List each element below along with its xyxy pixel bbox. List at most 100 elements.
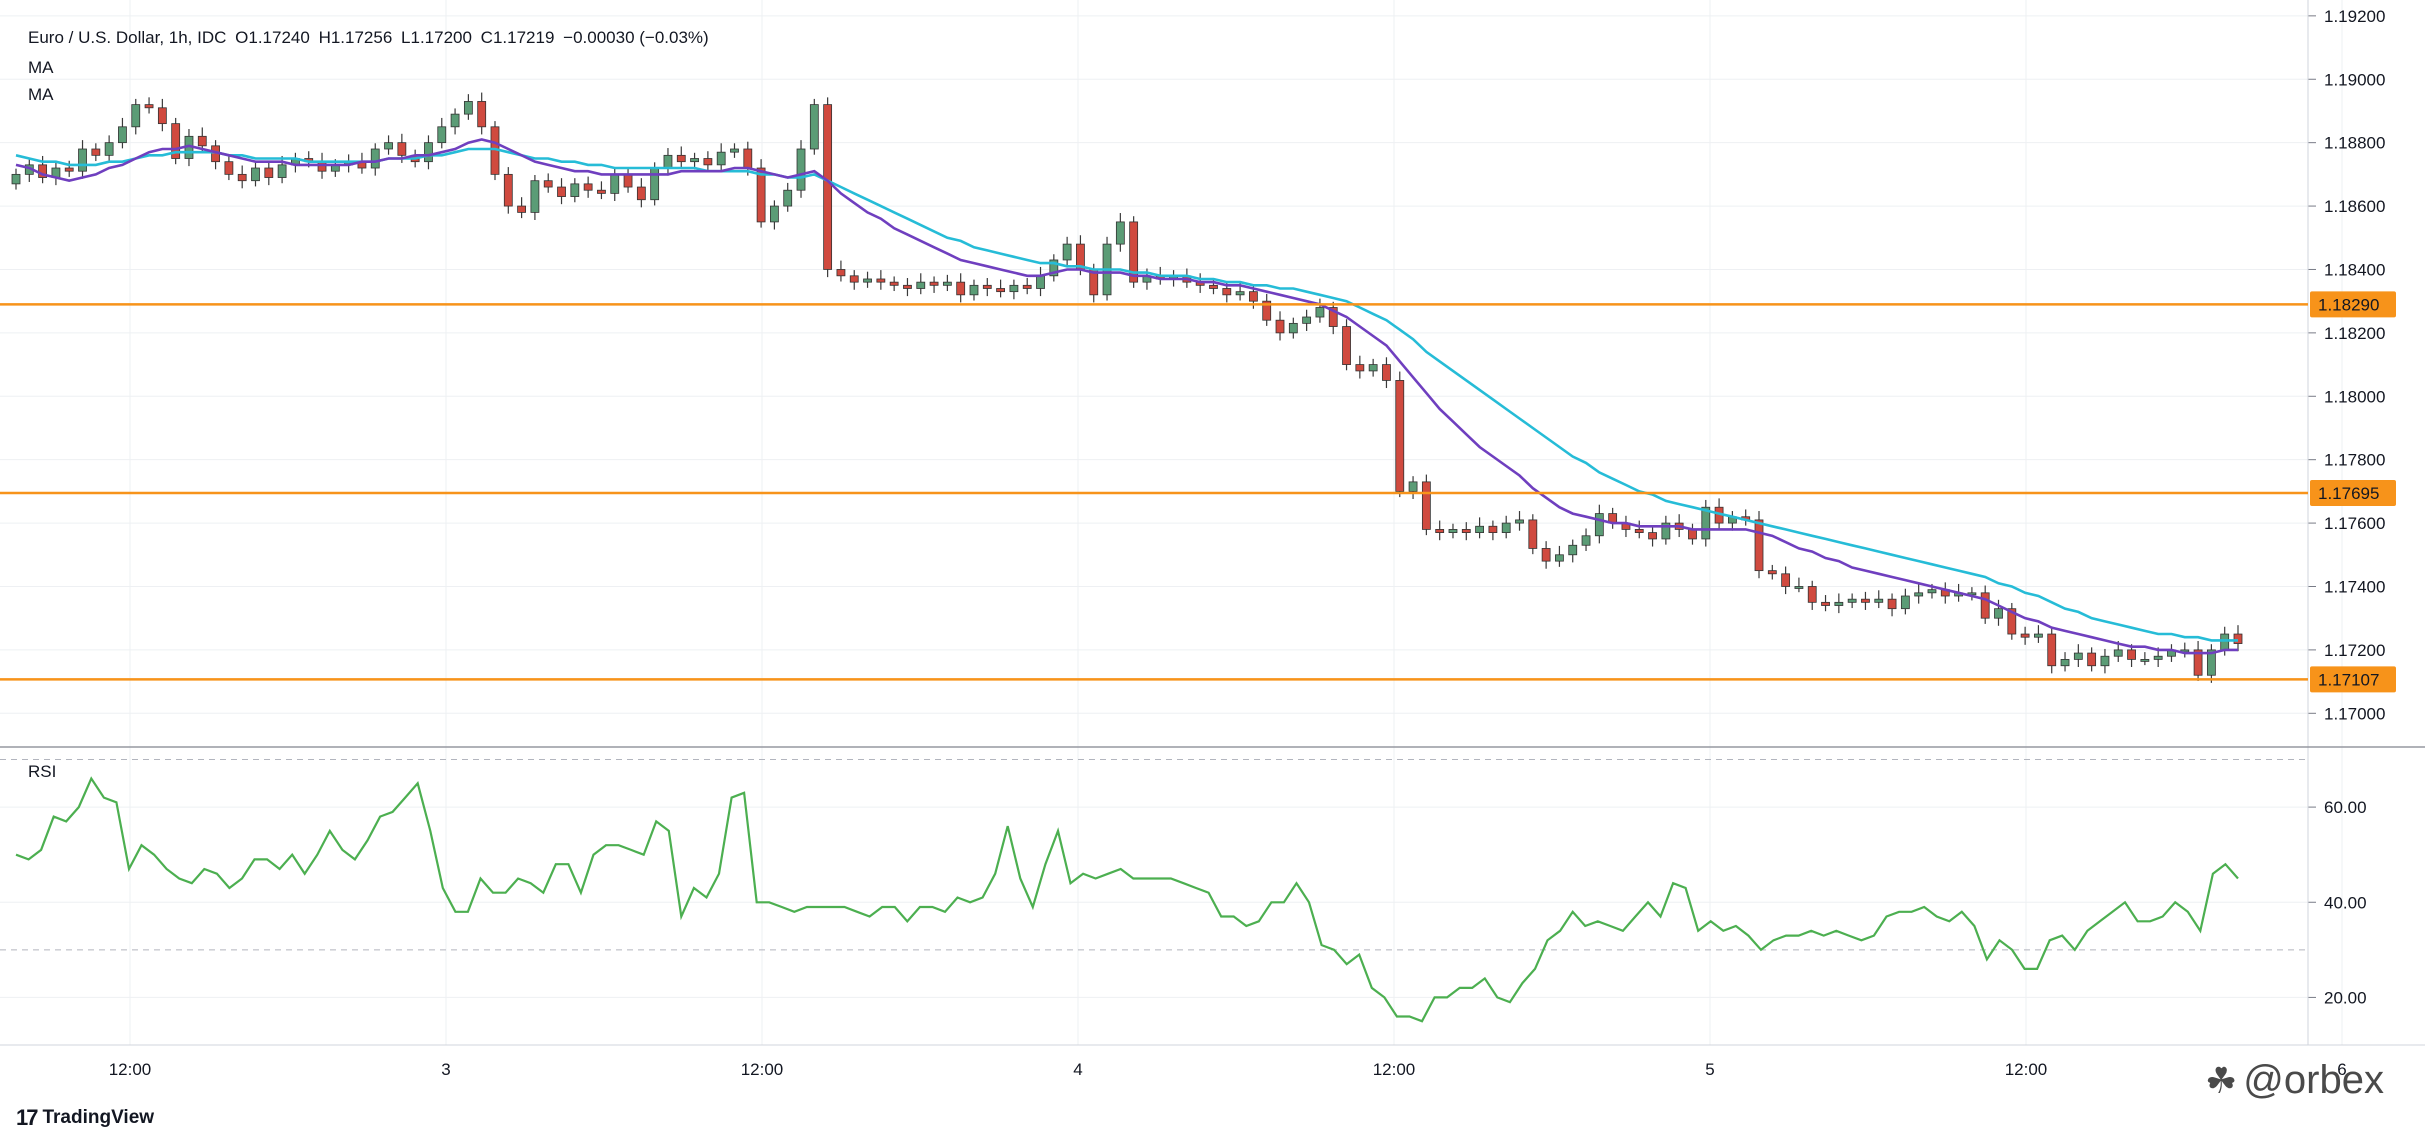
candle-down xyxy=(1688,529,1697,540)
symbol-name[interactable]: Euro / U.S. Dollar, 1h, IDC xyxy=(28,28,227,47)
candle-up xyxy=(1994,608,2003,619)
candle-up xyxy=(1036,275,1045,289)
y-tick-label: 1.18200 xyxy=(2324,324,2385,343)
candle-down xyxy=(64,167,74,172)
change-value: −0.00030 (−0.03%) xyxy=(563,28,709,47)
low-value: L1.17200 xyxy=(401,28,472,47)
candle-up xyxy=(690,158,699,163)
close-value: C1.17219 xyxy=(480,28,555,47)
candle-up xyxy=(1914,592,1924,597)
ma2-legend[interactable]: MA xyxy=(28,85,54,104)
rsi-legend[interactable]: RSI xyxy=(28,762,57,781)
tradingview-logo[interactable]: 17 TradingView xyxy=(16,1105,154,1131)
candle-up xyxy=(118,126,127,144)
candle-up xyxy=(384,142,393,150)
y-tick-label: 1.17800 xyxy=(2324,451,2385,470)
candle-down xyxy=(1781,573,1791,587)
candle-up xyxy=(2153,655,2163,660)
x-tick-label: 12:00 xyxy=(1373,1060,1416,1079)
y-tick-label: 1.18000 xyxy=(2324,387,2385,406)
candle-down xyxy=(224,161,234,175)
y-tick-label: 1.17600 xyxy=(2324,514,2385,533)
candle-down xyxy=(1435,529,1445,533)
candle-down xyxy=(1887,598,1897,610)
candle-up xyxy=(1062,243,1072,261)
candle-up xyxy=(104,142,114,156)
y-tick-label: 1.19200 xyxy=(2324,7,2385,26)
candle-down xyxy=(1382,364,1391,381)
candle-down xyxy=(676,154,686,163)
x-tick-label: 5 xyxy=(1705,1060,1714,1079)
candle-up xyxy=(663,154,673,169)
candle-up xyxy=(1581,535,1591,546)
candle-down xyxy=(1328,307,1338,327)
candle-down xyxy=(2047,633,2057,667)
y-tick-label: 1.17200 xyxy=(2324,641,2385,660)
candle-up xyxy=(716,151,726,166)
candle-down xyxy=(982,284,992,289)
candle-up xyxy=(1501,522,1511,533)
x-tick-label: 6 xyxy=(2337,1060,2346,1079)
candle-down xyxy=(477,101,487,128)
orbex-logo-icon: ☘ xyxy=(2205,1059,2238,1101)
candle-up xyxy=(1794,586,1804,589)
candle-down xyxy=(517,205,527,213)
level-price-tag xyxy=(2310,666,2396,693)
level-price-label: 1.17695 xyxy=(2318,484,2379,503)
candle-up xyxy=(437,126,447,144)
candle-down xyxy=(1421,481,1431,530)
candle-up xyxy=(809,104,819,150)
candle-down xyxy=(2020,633,2030,638)
candle-up xyxy=(1568,544,1578,556)
y-tick-label: 1.17400 xyxy=(2324,577,2385,596)
candle-down xyxy=(1355,364,1365,372)
candle-down xyxy=(2007,608,2017,635)
high-value: H1.17256 xyxy=(318,28,393,47)
candle-down xyxy=(237,173,247,182)
y-tick-label: 1.18400 xyxy=(2324,260,2385,279)
candle-up xyxy=(2206,649,2216,676)
candle-down xyxy=(503,173,513,207)
candle-up xyxy=(1368,364,1378,372)
candle-up xyxy=(2034,633,2043,638)
candle-down xyxy=(1980,592,1990,619)
x-tick-label: 12:00 xyxy=(2005,1060,2048,1079)
candle-up xyxy=(2140,659,2150,662)
ma1-legend[interactable]: MA xyxy=(28,58,54,77)
candle-up xyxy=(1900,595,1910,610)
y-tick-label: 1.18600 xyxy=(2324,197,2385,216)
open-value: O1.17240 xyxy=(235,28,310,47)
candle-down xyxy=(543,180,553,188)
candle-down xyxy=(903,284,912,289)
candle-up xyxy=(1834,601,1844,606)
candle-up xyxy=(650,167,660,201)
candle-down xyxy=(823,104,833,270)
candle-down xyxy=(1275,319,1285,334)
candle-down xyxy=(397,142,407,156)
candle-down xyxy=(144,104,154,109)
candle-down xyxy=(703,158,713,166)
candle-up xyxy=(1555,554,1564,562)
candle-down xyxy=(929,281,939,286)
ma-slow-line xyxy=(15,147,2238,642)
candle-up xyxy=(1594,513,1604,537)
y-tick-label: 1.17000 xyxy=(2324,704,2385,723)
candle-up xyxy=(1115,221,1125,245)
candle-up xyxy=(783,189,793,207)
candle-up xyxy=(1475,525,1484,533)
y-tick-label: 1.19000 xyxy=(2324,70,2385,89)
candle-down xyxy=(1209,284,1218,289)
y-tick-label: 1.18800 xyxy=(2324,134,2385,153)
candle-up xyxy=(1701,506,1711,540)
x-tick-label: 12:00 xyxy=(741,1060,784,1079)
rsi-line xyxy=(15,776,2239,1023)
candle-down xyxy=(197,135,207,147)
x-tick-label: 4 xyxy=(1073,1060,1082,1079)
candle-up xyxy=(131,104,141,128)
candle-down xyxy=(743,148,753,169)
level-price-tag xyxy=(2310,479,2396,506)
candle-up xyxy=(463,101,473,115)
candle-down xyxy=(2193,649,2203,676)
candle-down xyxy=(1541,548,1551,562)
